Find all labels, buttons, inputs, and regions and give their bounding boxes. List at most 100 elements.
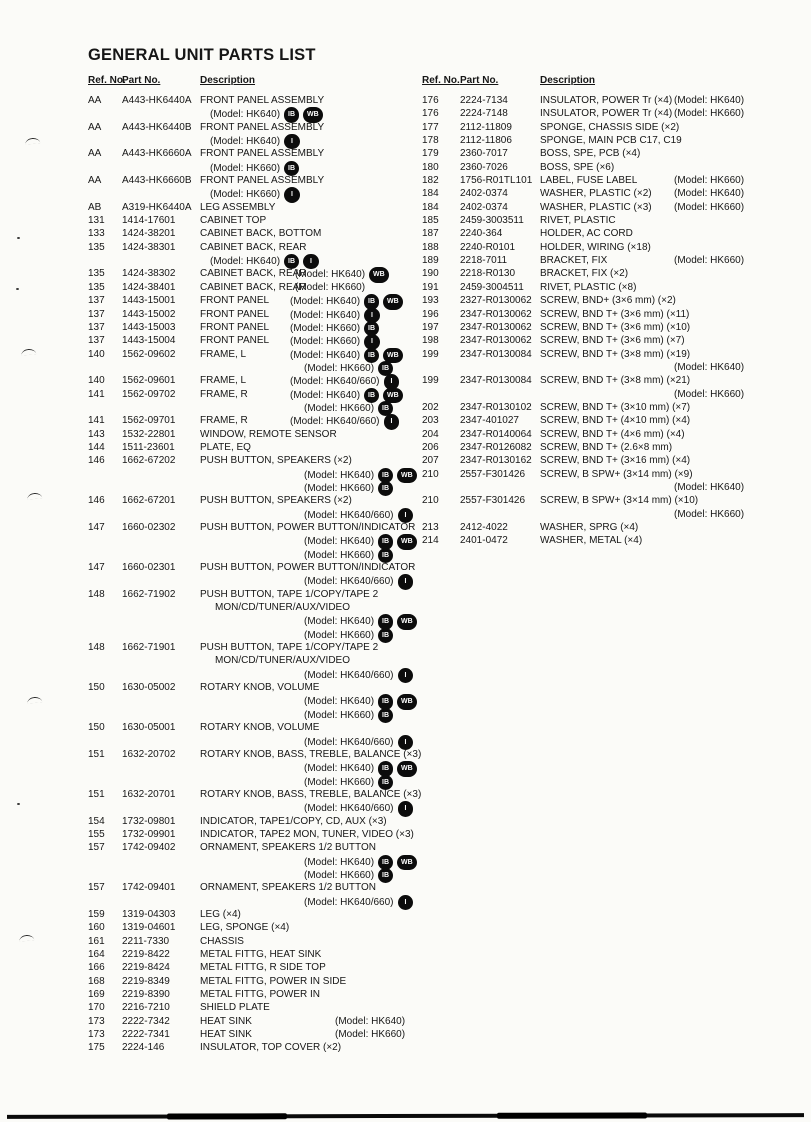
badge-ib: IB	[284, 160, 300, 177]
parts-row: 177 2112-11809 SPONGE, CHASSIS SIDE (×2)	[422, 121, 808, 134]
parts-row: 135 1424-38401 CABINET BACK, REAR (Model: H…	[88, 281, 422, 294]
ref-no: 155	[88, 828, 105, 840]
part-no: 1424-38301	[122, 241, 176, 253]
ref-no: 168	[88, 975, 105, 987]
scan-mark	[20, 348, 37, 356]
part-no: 2224-146	[122, 1042, 165, 1054]
ref-no: 196	[422, 308, 439, 320]
badge-ib: IB	[364, 387, 380, 403]
description: SPONGE, MAIN PCB C17, C19	[540, 135, 682, 147]
model-note: (Model: HK640) IB WB	[304, 694, 417, 710]
parts-row: 133 1424-38201 CABINET BACK, BOTTOM	[88, 227, 422, 240]
model-note: (Model: HK640) IB WB	[304, 614, 417, 630]
ref-no: 185	[422, 215, 439, 227]
parts-rows-right: 176 2224-7134 INSULATOR, POWER Tr (×4) (Mod…	[422, 94, 808, 548]
ref-no: 184	[422, 188, 439, 200]
model-note: (Model: HK640/660) I	[304, 574, 414, 590]
part-no: 1660-02302	[122, 522, 176, 533]
parts-row: 154 1732-09801 INDICATOR, TAPE1/COPY, CD, …	[88, 815, 422, 828]
description: METAL FITTG, POWER IN SIDE	[200, 975, 347, 987]
ref-no: 150	[88, 682, 105, 694]
parts-row: 161 2211-7330 CHASSIS	[88, 935, 422, 948]
part-no: 2401-0472	[460, 535, 508, 547]
part-no: 2347-R0130162	[460, 455, 532, 467]
part-no: 1742-09402	[122, 842, 176, 854]
parts-row: 159 1319-04303 LEG (×4)	[88, 908, 422, 921]
model-note: (Model: HK660)	[335, 1029, 406, 1041]
ref-no: 147	[88, 562, 105, 574]
ref-no: 144	[88, 441, 105, 453]
ref-no: 160	[88, 922, 105, 934]
ref-no: 157	[88, 882, 105, 894]
description: MON/CD/TUNER/AUX/VIDEO	[215, 602, 351, 614]
ref-no: 193	[422, 295, 439, 307]
part-no: 1443-15002	[122, 308, 176, 320]
parts-row: 146 1662-67201 PUSH BUTTON, SPEAKERS (×2)	[88, 494, 422, 507]
part-no: 1424-38201	[122, 228, 176, 240]
part-no: 2218-7011	[460, 255, 508, 267]
badge-i: I	[397, 667, 414, 684]
part-no: 2402-0374	[460, 201, 508, 213]
model-note: (Model: HK660) IB	[304, 707, 394, 724]
part-no: 1742-09401	[122, 882, 176, 894]
parts-row: 157 1742-09402 ORNAMENT, SPEAKERS 1/2 BUTT…	[88, 841, 422, 854]
badge-wb: WB	[369, 267, 389, 283]
parts-row: 190 2218-R0130 BRACKET, FIX (×2)	[422, 267, 808, 280]
description: LEG, SPONGE (×4)	[200, 922, 290, 934]
parts-row: 179 2360-7017 BOSS, SPE, PCB (×4)	[422, 147, 808, 160]
badge-ib: IB	[378, 534, 394, 550]
model-note: (Model: HK660)	[674, 108, 745, 120]
ref-no: AA	[88, 121, 102, 133]
ref-no: 148	[88, 588, 105, 600]
parts-row: (Model: HK640) IB WB	[88, 761, 422, 777]
ref-no: 191	[422, 281, 439, 293]
badge-i: I	[284, 134, 300, 150]
parts-row: 151 1632-20702 ROTARY KNOB, BASS, TREBLE, …	[88, 748, 422, 761]
header-description: Description	[540, 75, 596, 86]
ref-no: 177	[422, 121, 439, 133]
ref-no: 157	[88, 842, 105, 854]
part-no: 2347-R0130062	[460, 308, 532, 320]
parts-row: 210 2557-F301426 SCREW, B SPW+ (3×14 mm) (…	[422, 494, 808, 507]
part-no: 2222-7341	[122, 1029, 170, 1041]
badge-ib: IB	[378, 480, 394, 497]
parts-row: 210 2557-F301426 SCREW, B SPW+ (3×14 mm) (…	[422, 468, 808, 481]
part-no: A319-HK6440A	[122, 201, 192, 213]
parts-row: (Model: HK640) IB I	[88, 254, 422, 270]
description: CABINET TOP	[200, 215, 267, 227]
model-note: (Model: HK660)	[674, 388, 745, 400]
parts-row: 198 2347-R0130062 SCREW, BND T+ (3×6 mm) (…	[422, 334, 808, 347]
parts-row: (Model: HK660) IB	[88, 627, 422, 644]
badge-ib: IB	[364, 320, 380, 337]
parts-row: 202 2347-R0130102 SCREW, BND T+ (3×10 mm) …	[422, 401, 808, 414]
part-no: 2459-3003511	[460, 215, 524, 227]
part-no: 1732-09801	[122, 815, 176, 827]
badge-wb: WB	[397, 614, 417, 630]
part-no: 1319-04601	[122, 922, 176, 934]
ref-no: 199	[422, 375, 439, 387]
scan-mark	[26, 492, 43, 500]
parts-row: 204 2347-R0140064 SCREW, BND T+ (4×6 mm) (…	[422, 428, 808, 441]
badge-i: I	[303, 254, 319, 270]
model-note: (Model: HK660)	[674, 508, 745, 520]
description: SCREW, BND T+ (3×6 mm) (×11)	[540, 308, 690, 320]
parts-row: 170 2216-7210 SHIELD PLATE	[88, 1001, 422, 1014]
scan-edge-blob	[166, 1113, 288, 1119]
parts-rows-left: AA A443-HK6440A FRONT PANEL ASSEMBLY (Model…	[88, 94, 422, 1055]
ref-no: 197	[422, 321, 439, 333]
ref-no: 184	[422, 201, 439, 213]
column-header: Ref. No. Part No. Description	[88, 74, 422, 94]
parts-row: 157 1742-09401 ORNAMENT, SPEAKERS 1/2 BUTT…	[88, 881, 422, 894]
parts-row: (Model: HK640) IB WB	[88, 694, 422, 710]
header-description: Description	[200, 75, 256, 86]
parts-row: AB A319-HK6440A LEG ASSEMBLY	[88, 201, 422, 214]
parts-row: 189 2218-7011 BRACKET, FIX (Model: HK660)	[422, 254, 808, 267]
model-note: (Model: HK640) IB WB	[210, 107, 323, 123]
parts-row: 196 2347-R0130062 SCREW, BND T+ (3×6 mm) (…	[422, 308, 808, 321]
part-no: 2347-401027	[460, 415, 519, 427]
parts-row: 155 1732-09901 INDICATOR, TAPE2 MON, TUNER…	[88, 828, 422, 841]
badge-wb: WB	[397, 534, 417, 550]
parts-row: 199 2347-R0130084 SCREW, BND T+ (3×8 mm) (…	[422, 348, 808, 361]
model-note: (Model: HK660) IB	[304, 547, 394, 564]
